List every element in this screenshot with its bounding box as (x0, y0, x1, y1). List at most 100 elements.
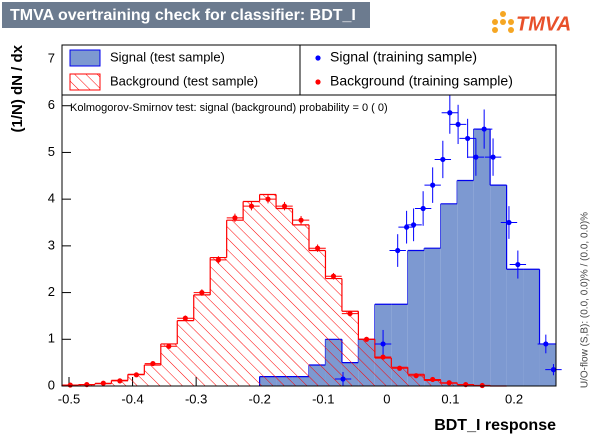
histogram-bin (391, 367, 408, 386)
point (117, 378, 123, 384)
point (410, 222, 417, 228)
point (248, 203, 255, 209)
point (395, 247, 401, 254)
point (473, 154, 479, 160)
background-histogram (61, 193, 507, 387)
histogram-bin (144, 364, 161, 386)
x-tick-label: -0.1 (312, 391, 334, 406)
point (298, 217, 304, 223)
histogram-bin (490, 185, 507, 386)
histogram-bin (424, 248, 441, 386)
ks-annotation: Kolmogorov-Smirnov test: signal (backgro… (70, 102, 388, 114)
histogram-bin (210, 257, 227, 386)
histogram-bin (309, 250, 326, 386)
point (380, 354, 386, 360)
logo-text: TMVA (516, 13, 571, 35)
x-tick-label: 0 (383, 391, 390, 406)
legend-box (61, 44, 301, 96)
histogram-bin (341, 311, 359, 386)
chart-title: TMVA overtraining check for classifier: … (10, 7, 356, 24)
histogram-bin (226, 220, 244, 386)
histogram-bin (523, 269, 540, 386)
point (363, 336, 370, 342)
histogram-bin (424, 380, 441, 386)
legend: Signal (test sample) Background (test sam… (61, 44, 557, 96)
logo-dot (508, 27, 514, 33)
histogram-bin (160, 343, 178, 386)
point (490, 154, 496, 160)
histogram-bin (539, 343, 556, 386)
point (413, 373, 419, 379)
point (447, 110, 453, 116)
y-axis-label: (1/N) dN / dx (9, 44, 26, 132)
histogram-bin (374, 357, 392, 386)
point (515, 261, 521, 268)
legend-marker (315, 55, 321, 61)
x-axis-label: BDT_I response (434, 417, 556, 434)
x-tick-label: -0.3 (185, 391, 207, 406)
logo: TMVA (492, 11, 571, 35)
point (281, 203, 288, 209)
point (420, 205, 426, 212)
histogram-bin (358, 339, 375, 386)
histogram-bin (473, 129, 491, 386)
y-tick-label: 6 (48, 97, 55, 112)
x-tick-label: -0.4 (121, 391, 143, 406)
point (380, 341, 386, 347)
logo-dot (500, 19, 506, 25)
point (199, 289, 205, 296)
histogram-bin (292, 224, 309, 386)
histogram-bin (506, 269, 524, 386)
y-tick-label: 3 (48, 237, 55, 252)
point (403, 224, 410, 230)
legend-label: Signal (test sample) (110, 49, 225, 64)
y-tick-label: 1 (48, 331, 55, 346)
point (232, 215, 238, 221)
point (396, 365, 403, 371)
point (340, 376, 346, 382)
training-points (62, 194, 491, 389)
y-tick-label: 4 (48, 191, 55, 206)
logo-dot (508, 19, 514, 25)
legend-label: Background (test sample) (110, 73, 258, 88)
title-bar (2, 2, 370, 28)
point (550, 367, 557, 373)
x-tick-label: -0.2 (249, 391, 271, 406)
point (215, 257, 222, 263)
point (166, 343, 172, 349)
point (430, 182, 436, 188)
legend-box (299, 44, 557, 96)
x-tick-label: 0.1 (441, 391, 459, 406)
side-note: U/O-flow (S,B): (0.0, 0.0)% / (0.0, 0.0)… (580, 212, 591, 388)
histogram-bin (276, 208, 293, 386)
point (506, 219, 512, 226)
legend-label: Background (training sample) (330, 73, 513, 89)
point (440, 156, 446, 163)
point (67, 382, 73, 388)
logo-dot (492, 27, 498, 33)
histogram-bin (127, 374, 145, 386)
y-tick-label: 0 (48, 377, 55, 392)
x-tick-label: 0.2 (505, 391, 523, 406)
training-points (334, 91, 562, 386)
point (265, 196, 271, 202)
point (481, 126, 487, 132)
histogram-bin (391, 304, 408, 386)
legend-marker (315, 79, 321, 85)
x-tick-label: -0.5 (58, 391, 80, 406)
histogram-bin (440, 203, 458, 386)
point (330, 273, 337, 279)
point (543, 341, 549, 347)
frame (61, 44, 557, 387)
plot-area: -0.5 -0.4 -0.3 -0.2 -0.1 0 0.1 0.2 0 1 2 3 4 5 6 7 (48, 50, 562, 406)
histogram-bin (457, 180, 474, 386)
point (455, 121, 461, 128)
logo-dot (500, 11, 506, 17)
logo-dot (492, 19, 498, 25)
histogram-bin (177, 320, 194, 386)
y-tick-label: 2 (48, 284, 55, 299)
point (100, 380, 106, 386)
legend-marker (69, 73, 101, 91)
legend-label: Signal (training sample) (330, 49, 477, 65)
